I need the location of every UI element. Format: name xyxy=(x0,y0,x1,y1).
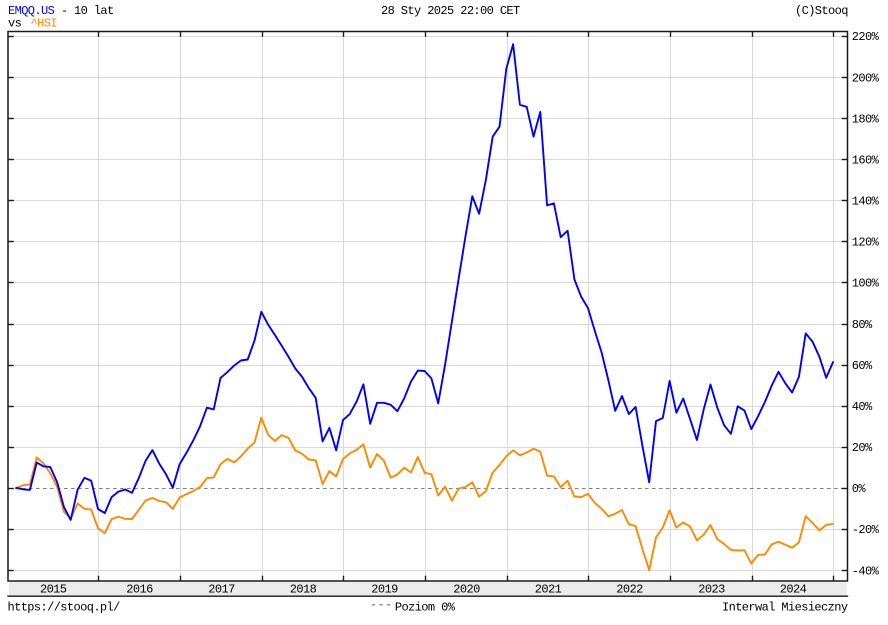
svg-text:EMQQ.US - 10 lat: EMQQ.US - 10 lat xyxy=(8,4,114,18)
svg-text:2021: 2021 xyxy=(535,583,562,597)
svg-text:120%: 120% xyxy=(852,236,880,250)
svg-text:60%: 60% xyxy=(852,359,873,373)
svg-text:2016: 2016 xyxy=(126,583,153,597)
svg-text:-20%: -20% xyxy=(852,523,880,537)
svg-text:20%: 20% xyxy=(852,441,873,455)
svg-text:220%: 220% xyxy=(852,30,880,44)
svg-text:80%: 80% xyxy=(852,318,873,332)
svg-text:Poziom 0%: Poziom 0% xyxy=(395,600,456,614)
svg-text:Interwal Miesieczny: Interwal Miesieczny xyxy=(722,600,848,614)
svg-text:2015: 2015 xyxy=(40,583,67,597)
svg-text:2024: 2024 xyxy=(780,583,807,597)
svg-text:2017: 2017 xyxy=(208,583,235,597)
svg-text:2018: 2018 xyxy=(290,583,317,597)
svg-text:vs: vs xyxy=(8,17,22,31)
svg-text:-40%: -40% xyxy=(852,564,880,578)
svg-text:https://stooq.pl/: https://stooq.pl/ xyxy=(8,600,121,614)
svg-text:0%: 0% xyxy=(852,482,867,496)
svg-text:200%: 200% xyxy=(852,71,880,85)
svg-text:100%: 100% xyxy=(852,277,880,291)
svg-text:40%: 40% xyxy=(852,400,873,414)
svg-text:2019: 2019 xyxy=(371,583,398,597)
svg-text:2023: 2023 xyxy=(698,583,725,597)
svg-text:180%: 180% xyxy=(852,112,880,126)
svg-text:(C)Stooq: (C)Stooq xyxy=(795,4,848,18)
svg-text:28 Sty 2025 22:00 CET: 28 Sty 2025 22:00 CET xyxy=(381,4,520,18)
svg-text:140%: 140% xyxy=(852,195,880,209)
svg-text:2022: 2022 xyxy=(616,583,643,597)
svg-text:^HSI: ^HSI xyxy=(31,17,57,31)
svg-text:160%: 160% xyxy=(852,154,880,168)
svg-text:2020: 2020 xyxy=(453,583,480,597)
